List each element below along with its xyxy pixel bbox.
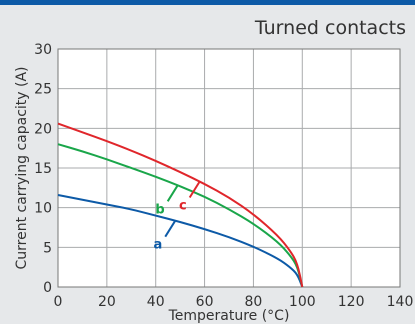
- y-tick-label: 15: [34, 161, 52, 177]
- series-labels: a b c: [153, 180, 201, 253]
- series-c-label: c: [179, 198, 187, 213]
- series-b-leader: [166, 184, 179, 202]
- y-tick-label: 20: [34, 121, 52, 137]
- x-tick-label: 120: [338, 294, 365, 310]
- x-tick-label: 140: [387, 294, 414, 310]
- grid: [57, 48, 401, 288]
- x-tick-label: 40: [147, 294, 165, 310]
- x-tick-label: 60: [196, 294, 214, 310]
- chart-title: Turned contacts: [254, 17, 406, 39]
- x-tick-label: 80: [245, 294, 263, 310]
- series-a-label: a: [153, 238, 162, 253]
- y-tick-label: 0: [43, 280, 52, 296]
- x-axis-label: Temperature (°C): [168, 308, 290, 324]
- series-b-label: b: [155, 202, 164, 217]
- y-tick-label: 30: [34, 42, 52, 58]
- series-b-line: [57, 143, 304, 288]
- series-layer: [57, 122, 304, 288]
- series-a-leader: [164, 220, 177, 238]
- ticks: 0 20 40 60 80 100 120 140 0 5 10 15 20 25 30: [34, 42, 413, 310]
- plot-frame: [57, 48, 401, 288]
- series-a-line: [57, 193, 304, 288]
- top-accent-bar: [0, 0, 415, 5]
- x-tick-label: 100: [289, 294, 316, 310]
- series-c-leader: [188, 180, 201, 199]
- y-axis-label: Current carrying capacity (A): [14, 66, 30, 269]
- x-tick-label: 0: [54, 294, 63, 310]
- y-tick-label: 5: [43, 240, 52, 256]
- x-tick-label: 20: [98, 294, 116, 310]
- series-c-line: [57, 122, 304, 288]
- y-tick-label: 10: [34, 201, 52, 217]
- y-tick-label: 25: [34, 82, 52, 98]
